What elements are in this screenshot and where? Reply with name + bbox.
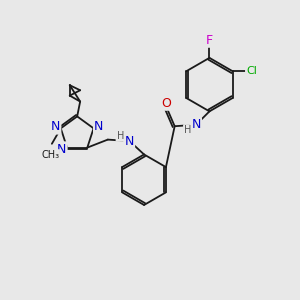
Text: O: O [162,97,172,110]
Text: N: N [51,120,60,133]
Text: H: H [117,131,124,141]
Text: N: N [57,142,66,156]
Text: CH₃: CH₃ [41,150,59,160]
Text: N: N [94,120,104,133]
Text: N: N [124,135,134,148]
Text: Cl: Cl [246,66,257,76]
Text: F: F [206,34,213,46]
Text: N: N [191,118,201,131]
Text: H: H [184,125,191,135]
